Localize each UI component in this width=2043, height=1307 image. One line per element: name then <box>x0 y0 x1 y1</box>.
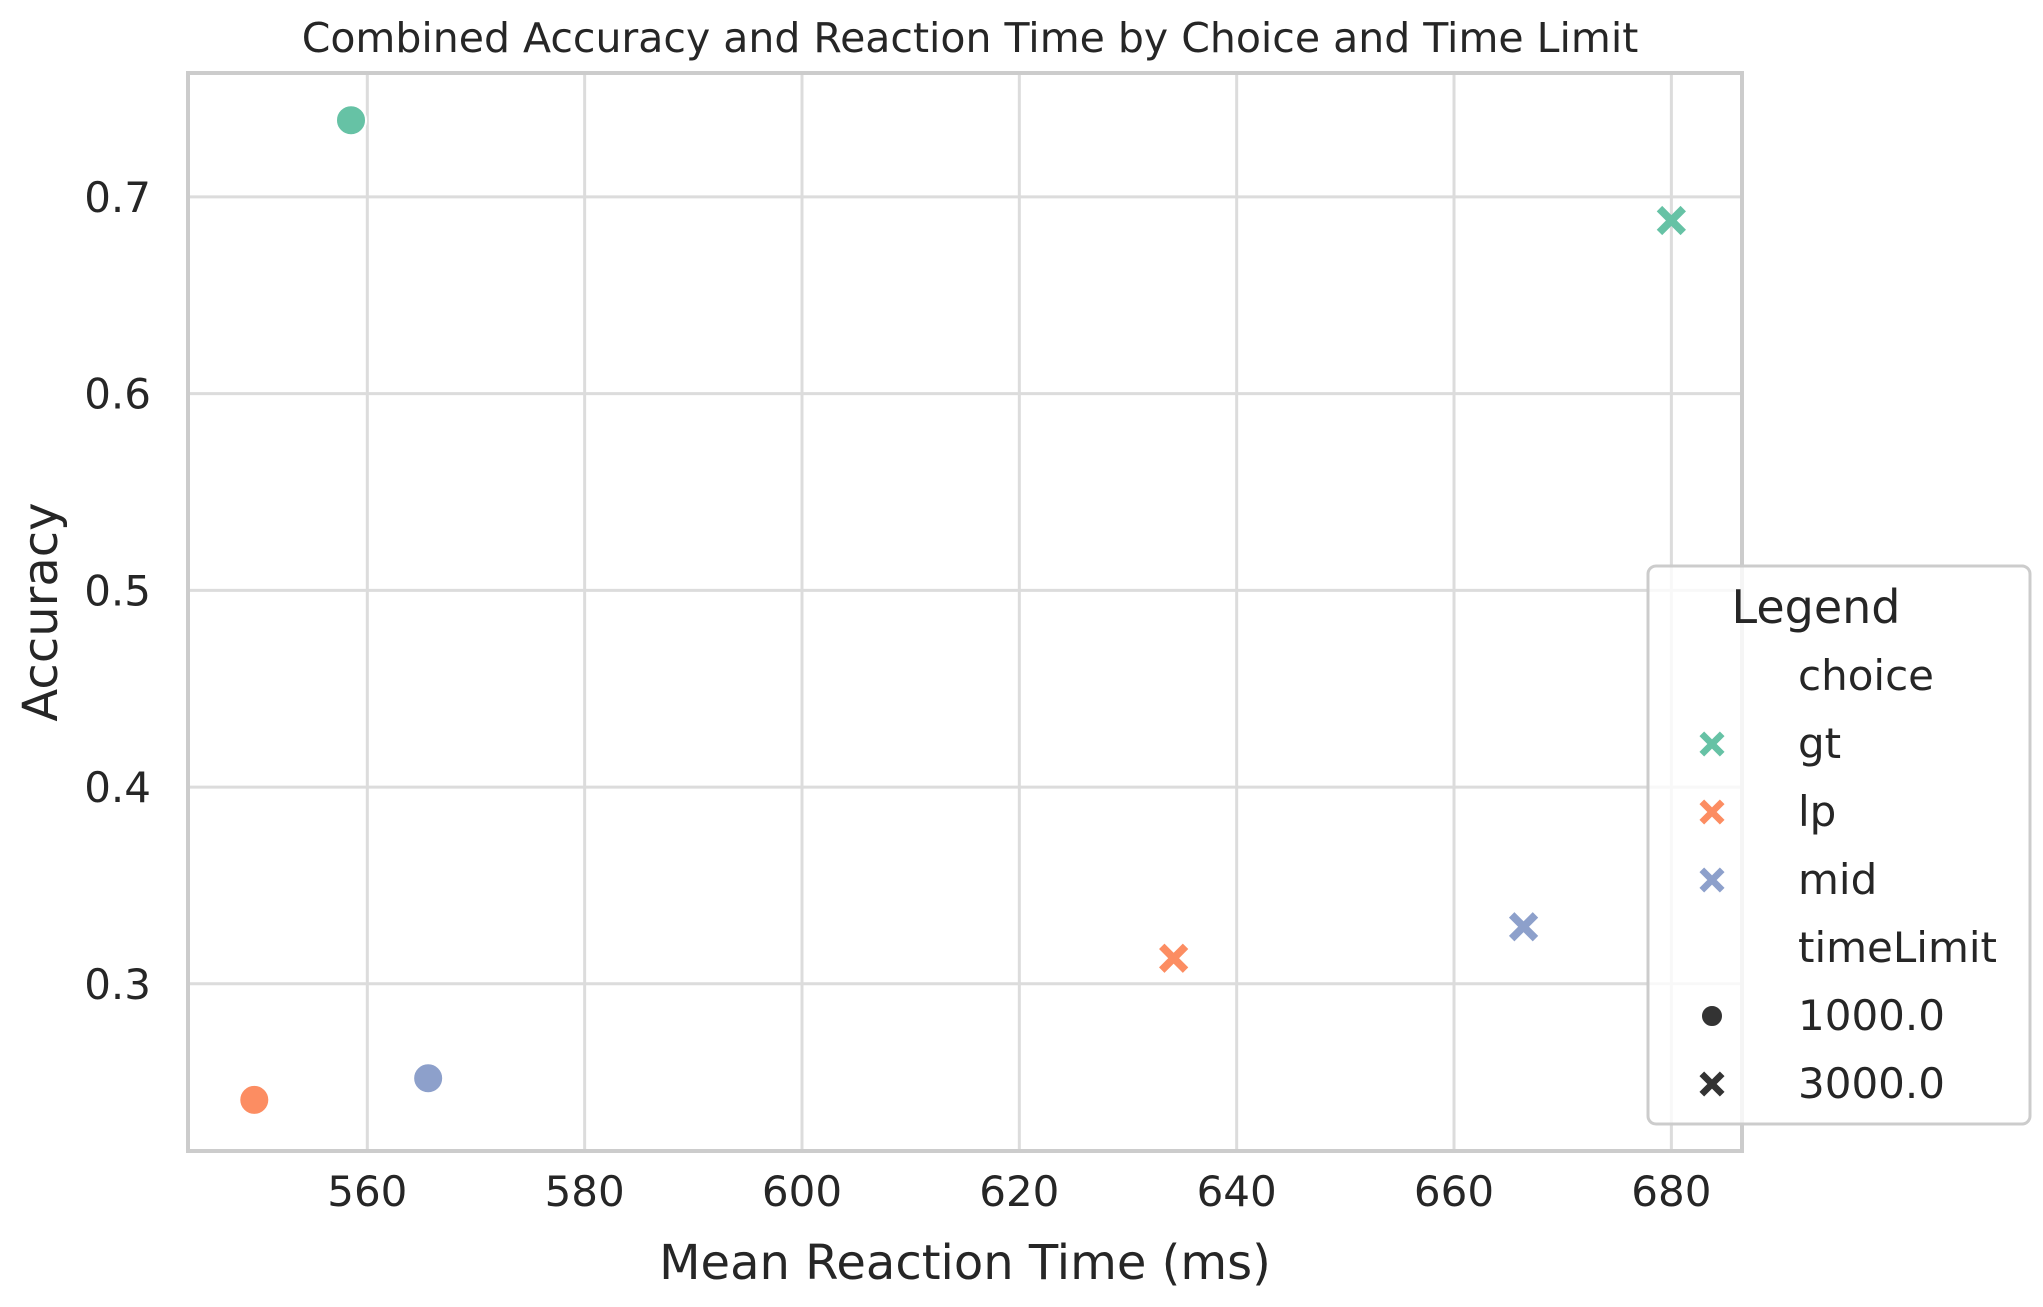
grid-lines <box>188 73 1742 1151</box>
legend-entry-label: 3000.0 <box>1798 1059 1945 1108</box>
x-tick-label: 680 <box>1631 1167 1711 1216</box>
legend-entries: choice gt lp mid timeLimit 1000.0 3000.0 <box>1699 651 1997 1108</box>
y-tick-label: 0.6 <box>84 370 151 419</box>
legend-entry-label: lp <box>1798 787 1836 836</box>
legend-entry-label: gt <box>1798 719 1841 768</box>
x-tick-label: 580 <box>545 1167 625 1216</box>
legend-title: Legend <box>1732 580 1901 634</box>
legend-entry-label: mid <box>1798 855 1877 904</box>
x-tick-label: 560 <box>327 1167 407 1216</box>
x-tick-label: 640 <box>1197 1167 1277 1216</box>
legend-marker-3000-0 <box>1699 1071 1725 1097</box>
legend-marker-lp <box>1699 799 1725 825</box>
data-point-lp-x <box>1159 943 1189 973</box>
legend-marker-gt <box>1699 731 1725 757</box>
x-tick-label: 660 <box>1414 1167 1494 1216</box>
x-tick-label: 620 <box>979 1167 1059 1216</box>
y-axis-ticks: 0.3 0.4 0.5 0.6 0.7 <box>84 173 151 1009</box>
legend-marker-1000-0 <box>1700 1004 1724 1028</box>
y-axis-label: Accuracy <box>13 502 69 721</box>
y-tick-label: 0.7 <box>84 173 151 222</box>
y-tick-label: 0.5 <box>84 566 151 615</box>
y-tick-label: 0.4 <box>84 763 151 812</box>
data-point-mid-circle <box>412 1062 445 1095</box>
x-axis-label: Mean Reaction Time (ms) <box>659 1235 1271 1291</box>
y-tick-label: 0.3 <box>84 960 151 1009</box>
data-point-lp-circle <box>238 1083 271 1116</box>
chart-title: Combined Accuracy and Reaction Time by C… <box>302 14 1639 62</box>
data-points <box>238 104 1686 1116</box>
legend-entry-label: 1000.0 <box>1798 991 1945 1040</box>
data-point-gt-circle <box>335 104 368 137</box>
legend-marker-mid <box>1699 867 1725 893</box>
legend-entry-label: choice <box>1798 651 1934 700</box>
x-axis-ticks: 560 580 600 620 640 660 680 <box>327 1167 1711 1216</box>
legend-box <box>1646 564 2032 1126</box>
legend-entry-label: timeLimit <box>1798 923 1997 972</box>
legend: Legend choice gt lp mid timeLimit 1000.0 3000.… <box>1646 564 2032 1126</box>
x-tick-label: 600 <box>762 1167 842 1216</box>
data-point-mid-x <box>1508 912 1539 942</box>
data-point-gt-x <box>1656 205 1686 236</box>
